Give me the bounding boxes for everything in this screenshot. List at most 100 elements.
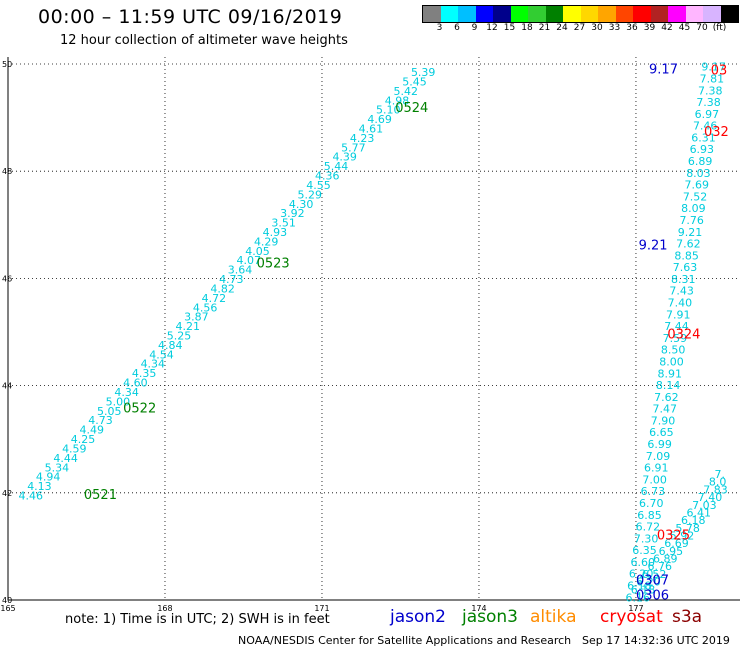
wave-height-value: 6.97 bbox=[695, 108, 720, 121]
wave-height-value: 4.07 bbox=[237, 254, 262, 267]
x-tick-label: 168 bbox=[157, 604, 172, 613]
wave-height-value: 7.43 bbox=[669, 285, 694, 298]
wave-height-value: 6.69 bbox=[664, 537, 689, 550]
wave-height-value: 7.63 bbox=[673, 261, 698, 274]
wave-height-value: 4.56 bbox=[193, 301, 218, 314]
pass-labels: 05210522052305240307030603250324032039.1… bbox=[84, 62, 729, 603]
wave-height-value: 4.21 bbox=[175, 320, 200, 333]
wave-height-value: 7.38 bbox=[698, 84, 723, 97]
wave-height-value: 7.30 bbox=[634, 532, 659, 545]
wave-height-value: 4.44 bbox=[53, 452, 77, 465]
wave-height-value: 7.47 bbox=[652, 403, 677, 416]
wave-height-value: 5.44 bbox=[324, 160, 349, 173]
color-scale-label: 33 bbox=[608, 23, 621, 33]
wave-height-value: 8.14 bbox=[656, 379, 681, 392]
color-swatch bbox=[633, 6, 651, 22]
wave-height-value: 4.54 bbox=[149, 348, 174, 361]
y-tick-label: 50 bbox=[2, 60, 12, 69]
footer-note: note: 1) Time is in UTC; 2) SWH is in fe… bbox=[65, 612, 330, 627]
pass-label: 0325 bbox=[657, 529, 690, 544]
color-scale-label: 70 bbox=[696, 23, 708, 33]
pass-label: 9.17 bbox=[649, 62, 678, 77]
page-subtitle: 12 hour collection of altimeter wave hei… bbox=[60, 33, 348, 48]
wave-height-value: 4.69 bbox=[367, 113, 392, 126]
pass-label: 0523 bbox=[257, 256, 290, 271]
wave-height-value: 6.20 bbox=[636, 576, 661, 589]
wave-height-value: 8.09 bbox=[681, 202, 706, 215]
wave-height-value: 6.73 bbox=[641, 485, 666, 498]
wave-height-value: 6.95 bbox=[659, 545, 684, 558]
color-swatch bbox=[475, 6, 493, 22]
wave-height-value: 6.41 bbox=[687, 506, 712, 519]
color-scale-labels: 3 6 9 12 15 18 21 24 27 30 33 36 39 42 45 70 (ft) bbox=[422, 23, 740, 35]
wave-height-value: 4.59 bbox=[62, 442, 87, 455]
legend-cryosat: cryosat bbox=[600, 607, 663, 627]
color-swatch bbox=[720, 6, 738, 22]
color-swatch bbox=[598, 6, 616, 22]
wave-height-value: 4.34 bbox=[114, 386, 138, 399]
color-swatch bbox=[440, 6, 458, 22]
wave-height-value: 6.18 bbox=[627, 580, 652, 593]
wave-height-value: 3.92 bbox=[280, 207, 305, 220]
wave-height-value: 3.87 bbox=[184, 311, 209, 324]
wave-height-value: 4.34 bbox=[141, 358, 166, 371]
wave-height-value: 7.62 bbox=[654, 391, 679, 404]
wave-height-value: 4.93 bbox=[263, 226, 288, 239]
color-swatch bbox=[650, 6, 668, 22]
wave-height-value: 6.93 bbox=[690, 143, 715, 156]
color-scale-label: 9 bbox=[471, 23, 478, 33]
legend-s3a: s3a bbox=[672, 607, 703, 627]
wave-height-value: 5.00 bbox=[106, 395, 131, 408]
color-swatch bbox=[703, 6, 721, 22]
pass-label: 03 bbox=[711, 63, 728, 78]
wave-height-value: 4.73 bbox=[88, 414, 113, 427]
wave-height-value: 8.85 bbox=[674, 249, 699, 262]
wave-height-value: 6.20 bbox=[629, 568, 654, 581]
wave-height-value: 7.91 bbox=[666, 308, 691, 321]
color-scale-label: 42 bbox=[661, 23, 673, 33]
x-tick-label: 174 bbox=[471, 604, 486, 613]
wave-height-value: 7.00 bbox=[642, 473, 667, 486]
page-title: 00:00 – 11:59 UTC 09/16/2019 bbox=[38, 6, 343, 28]
y-tick-label: 44 bbox=[2, 382, 12, 391]
wave-height-value: 6.31 bbox=[691, 131, 716, 144]
wave-height-value: 4.73 bbox=[219, 273, 244, 286]
wave-height-value: 7. bbox=[714, 468, 725, 481]
wave-height-value: 5.10 bbox=[376, 104, 401, 117]
wave-height-value: 6.60 bbox=[631, 556, 656, 569]
wave-height-value: 7.44 bbox=[664, 320, 689, 333]
wave-height-value: 4.49 bbox=[80, 424, 105, 437]
wave-height-value: 5.29 bbox=[298, 188, 323, 201]
wave-height-value: 5.77 bbox=[341, 141, 366, 154]
color-swatch bbox=[545, 6, 563, 22]
wave-height-value: 6.72 bbox=[636, 521, 661, 534]
wave-height-value: 6.99 bbox=[647, 438, 672, 451]
satellite-tracks: 4.464.134.945.344.444.594.254.494.735.05… bbox=[18, 61, 727, 605]
axis-ticks: 165 168 171 174 177 50 48 46 44 42 40 bbox=[0, 60, 643, 613]
pass-label: 0306 bbox=[636, 589, 669, 604]
wave-height-value: 6.76 bbox=[647, 560, 672, 573]
wave-height-value: 6.91 bbox=[644, 462, 669, 475]
wave-height-value: 7.46 bbox=[693, 120, 718, 133]
wave-height-value: 7.62 bbox=[676, 238, 701, 251]
wave-height-value: 7.81 bbox=[700, 72, 725, 85]
wave-height-value: 7.69 bbox=[685, 179, 710, 192]
wave-height-value: 5.42 bbox=[393, 85, 418, 98]
color-scale-label: 15 bbox=[503, 23, 516, 33]
color-swatch bbox=[423, 6, 441, 22]
wave-height-value: 6.65 bbox=[649, 426, 674, 439]
wave-height-value: 7.09 bbox=[646, 450, 671, 463]
wave-height-value: 4.72 bbox=[202, 292, 227, 305]
wave-height-value: 5.39 bbox=[411, 66, 436, 79]
color-scale-bar bbox=[422, 5, 739, 23]
wave-height-value: 9.17 bbox=[701, 61, 726, 74]
wave-height-value: 6.35 bbox=[632, 544, 657, 557]
wave-height-value: 5.34 bbox=[45, 461, 69, 474]
x-tick-label: 165 bbox=[0, 604, 15, 613]
wave-height-value: 4.23 bbox=[350, 132, 375, 145]
color-swatch bbox=[580, 6, 598, 22]
color-scale-label: 45 bbox=[678, 23, 691, 33]
y-tick-label: 40 bbox=[2, 596, 12, 605]
wave-height-value: 8.00 bbox=[659, 355, 684, 368]
